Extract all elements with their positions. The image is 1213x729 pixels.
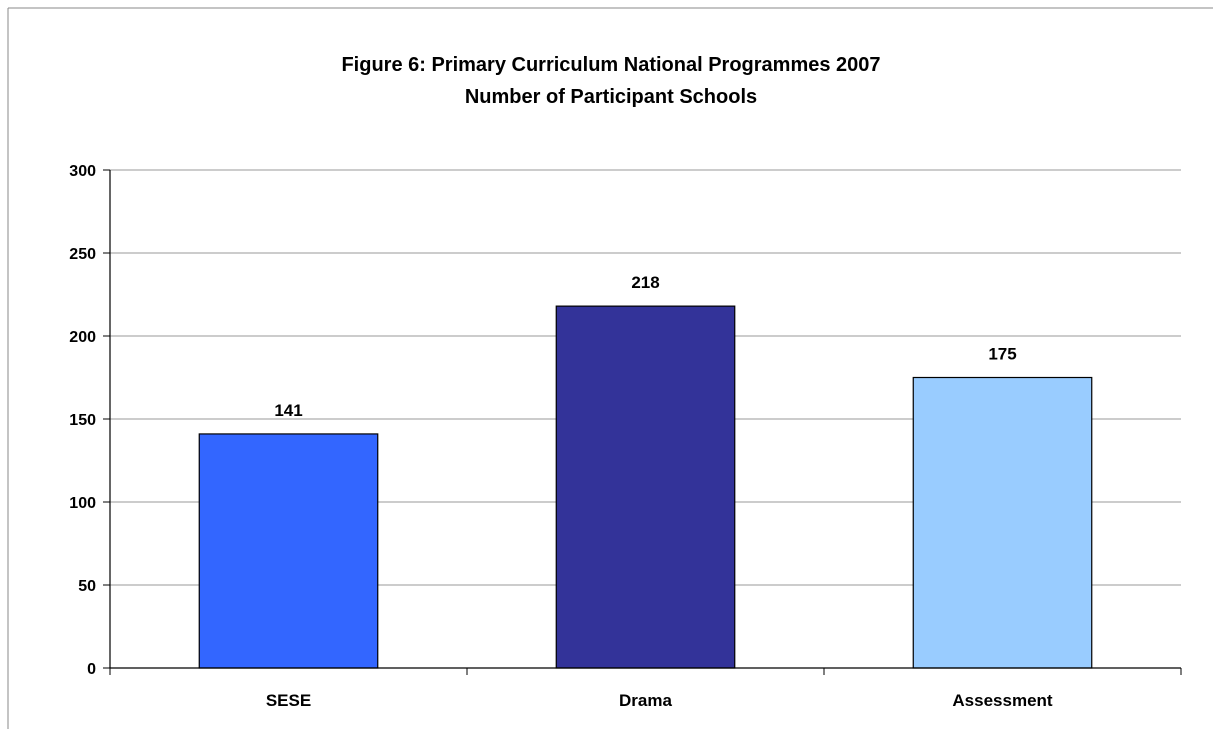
bars bbox=[198, 305, 1093, 669]
data-label: 218 bbox=[631, 273, 659, 292]
chart-subtitle: Number of Participant Schools bbox=[465, 86, 757, 108]
labels: 0 50 100 150 200 250 300 141 SESE 218 Drama 175 Asse… bbox=[69, 163, 1053, 710]
x-tick-label: Assessment bbox=[952, 691, 1053, 710]
x-tick-label: Drama bbox=[619, 691, 672, 710]
y-tick-label: 150 bbox=[69, 412, 96, 429]
bar-drama bbox=[555, 305, 736, 669]
data-label: 175 bbox=[988, 345, 1016, 364]
bar-assessment bbox=[912, 376, 1093, 669]
y-tick-label: 250 bbox=[69, 246, 96, 263]
y-tick-label: 300 bbox=[69, 163, 96, 180]
bar-sese bbox=[198, 433, 379, 669]
y-tick-label: 50 bbox=[78, 578, 96, 595]
y-tick-label: 100 bbox=[69, 495, 96, 512]
y-tick-label: 0 bbox=[87, 661, 96, 678]
chart-title: Figure 6: Primary Curriculum National Pr… bbox=[341, 54, 880, 76]
data-label: 141 bbox=[274, 401, 302, 420]
axes bbox=[103, 169, 1182, 675]
x-tick-label: SESE bbox=[266, 691, 311, 710]
y-tick-label: 200 bbox=[69, 329, 96, 346]
